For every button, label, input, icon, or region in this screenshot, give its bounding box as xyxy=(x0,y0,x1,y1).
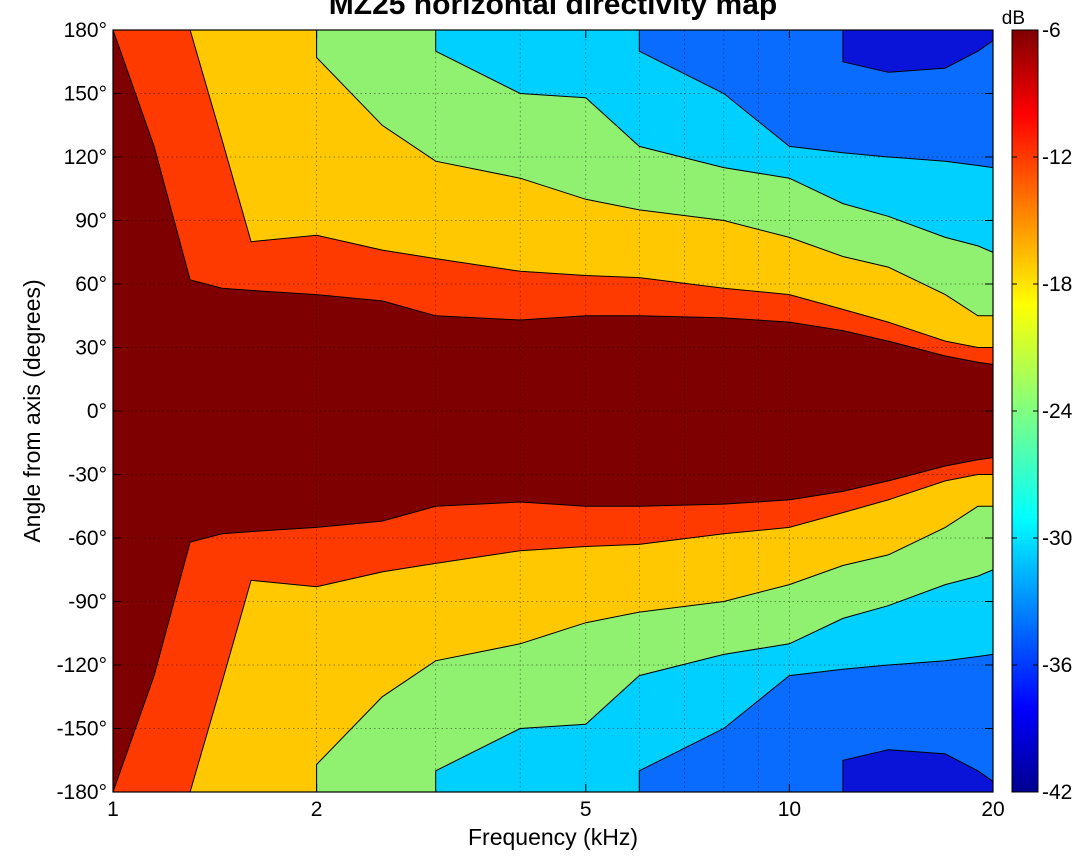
x-axis-label: Frequency (kHz) xyxy=(468,824,638,850)
y-tick-label: -90° xyxy=(68,591,107,614)
contour-regions xyxy=(113,30,993,792)
axis-ticks: 1 2 5 10 20 180° 150° 120° 90° 60° 30° 0° -30° -60° -9… xyxy=(57,19,1005,821)
x-tick-label: 2 xyxy=(311,798,323,821)
x-tick-label: 5 xyxy=(580,798,592,821)
colorbar-tick-label: -6 xyxy=(1042,19,1061,42)
x-tick-label: 20 xyxy=(981,798,1004,821)
colorbar-tick-label: -12 xyxy=(1042,146,1072,169)
y-tick-label: -120° xyxy=(57,654,107,677)
y-axis-label: Angle from axis (degrees) xyxy=(19,279,45,542)
y-tick-label: -180° xyxy=(57,781,107,804)
chart-title: MZ25 horizontal directivity map xyxy=(329,0,777,21)
y-tick-label: -150° xyxy=(57,718,107,741)
colorbar-tick-label: -24 xyxy=(1042,400,1073,423)
x-tick-label: 1 xyxy=(107,798,119,821)
y-tick-label: 60° xyxy=(75,273,107,296)
region-minus-42-to-minus-36-db-lower xyxy=(842,749,993,792)
colorbar-tick-label: -18 xyxy=(1042,273,1072,296)
colorbar-tick-label: -42 xyxy=(1042,781,1072,804)
y-tick-label: -30° xyxy=(68,464,107,487)
y-tick-label: 0° xyxy=(87,400,107,423)
colorbar-unit-label: dB xyxy=(1002,8,1025,29)
y-tick-label: 150° xyxy=(64,83,107,106)
y-tick-label: -60° xyxy=(68,527,107,550)
grid-lines xyxy=(113,30,993,792)
y-tick-label: 90° xyxy=(75,210,107,233)
region-minus-42-to-minus-36-db-upper xyxy=(842,30,993,73)
y-tick-label: 180° xyxy=(64,19,107,42)
x-tick-label: 10 xyxy=(778,798,801,821)
colorbar-ticks: -6 -12 -18 -24 -30 -36 -42 xyxy=(1012,19,1073,804)
colorbar-tick-label: -30 xyxy=(1042,527,1072,550)
colorbar-tick-label: -36 xyxy=(1042,654,1072,677)
y-tick-label: 30° xyxy=(75,337,107,360)
y-tick-label: 120° xyxy=(64,146,107,169)
